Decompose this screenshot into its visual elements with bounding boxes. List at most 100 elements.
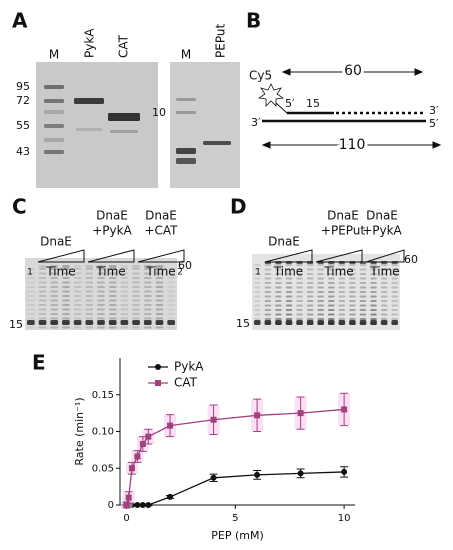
legend-marker — [155, 364, 161, 370]
gel-band — [50, 268, 59, 270]
gel-band — [50, 304, 59, 306]
panel-letter: E — [32, 351, 46, 375]
gel-band — [155, 286, 164, 288]
gel-band — [306, 291, 314, 293]
gel-band — [296, 313, 303, 316]
gel-band — [264, 277, 272, 280]
gel-band — [85, 299, 94, 302]
gel-band — [155, 268, 164, 270]
gel-band — [391, 277, 398, 280]
gel-band — [380, 273, 388, 275]
gel-band — [254, 291, 261, 293]
panel-letter: B — [246, 9, 261, 33]
group-label: DnaE — [96, 209, 128, 223]
gel-band — [275, 264, 282, 266]
gel-band — [254, 304, 261, 307]
gel-band — [108, 326, 117, 329]
gel-band — [306, 273, 314, 275]
gel-band — [73, 286, 82, 288]
marker-label: 95 — [16, 80, 30, 93]
gel-band — [370, 277, 377, 280]
point — [123, 502, 130, 508]
gel-band — [306, 304, 314, 307]
gel-band — [50, 265, 59, 268]
gel-band — [264, 295, 272, 298]
legend-label: CAT — [174, 376, 198, 390]
gel-band — [27, 268, 35, 270]
y-tick-label: 0.15 — [92, 390, 114, 401]
group-label: +PEPut — [321, 224, 366, 238]
gel-band — [120, 304, 129, 306]
time-label: Time — [145, 265, 175, 279]
gel-band — [27, 304, 35, 306]
gel-band — [73, 320, 82, 325]
gel-band — [62, 265, 70, 268]
gel-band — [317, 309, 324, 311]
gel-band — [155, 313, 164, 315]
gel-band — [155, 308, 164, 311]
gel-band — [155, 326, 164, 329]
gel-band — [275, 300, 282, 302]
gel-band — [338, 273, 346, 275]
gel-band — [306, 295, 314, 298]
gel-band — [85, 277, 94, 279]
gel-band — [143, 322, 152, 324]
gel-band — [73, 272, 82, 275]
gel-band — [27, 322, 35, 324]
gel-band — [120, 295, 129, 297]
gel-band — [370, 268, 377, 271]
gel-band — [264, 304, 272, 307]
gel-band — [132, 299, 140, 302]
gel-band — [50, 290, 59, 293]
gel-band — [85, 265, 94, 268]
gel-band — [264, 322, 272, 325]
gel-band — [143, 320, 152, 325]
group-label: DnaE — [268, 235, 300, 249]
gel-band — [275, 273, 282, 275]
size-label: 60 — [178, 259, 192, 272]
gel-band — [254, 300, 261, 302]
gel-band — [359, 273, 367, 275]
point — [134, 453, 141, 460]
gel-band — [328, 313, 335, 316]
gel-band — [285, 268, 293, 271]
gel-band — [27, 272, 35, 275]
group-label: DnaE — [40, 235, 72, 249]
gel-band — [108, 290, 117, 293]
gel-band — [38, 317, 47, 320]
gel-band — [328, 291, 335, 293]
gel-band — [338, 309, 346, 311]
point — [254, 471, 261, 478]
gel-band — [50, 299, 59, 302]
gel-band — [73, 326, 82, 329]
gel-band — [132, 281, 140, 284]
gel-band — [254, 282, 261, 284]
gel-band — [296, 268, 303, 271]
gel-band — [349, 286, 356, 289]
gel-band — [97, 281, 105, 284]
gel-band — [167, 272, 175, 275]
gel-band — [370, 300, 377, 302]
gel-band — [306, 322, 314, 325]
gel-band — [120, 277, 129, 279]
time-label: Time — [369, 265, 399, 279]
gel-band — [50, 317, 59, 320]
gel-band — [359, 277, 367, 280]
gel-band — [254, 277, 261, 280]
gel-band — [62, 326, 70, 329]
gel-band — [264, 282, 272, 284]
gel-band — [97, 322, 105, 324]
gel-band — [328, 295, 335, 298]
gel-band — [73, 304, 82, 306]
gel-band — [73, 308, 82, 311]
point — [134, 502, 141, 508]
gel-band — [264, 273, 272, 275]
gel-band — [349, 300, 356, 302]
gel-band — [296, 320, 303, 325]
gel-band — [73, 322, 82, 324]
gel-band — [50, 320, 59, 325]
gel-band — [167, 313, 175, 315]
panel-letter: C — [12, 195, 27, 219]
gel-band — [317, 277, 324, 280]
gel-band — [317, 318, 324, 320]
